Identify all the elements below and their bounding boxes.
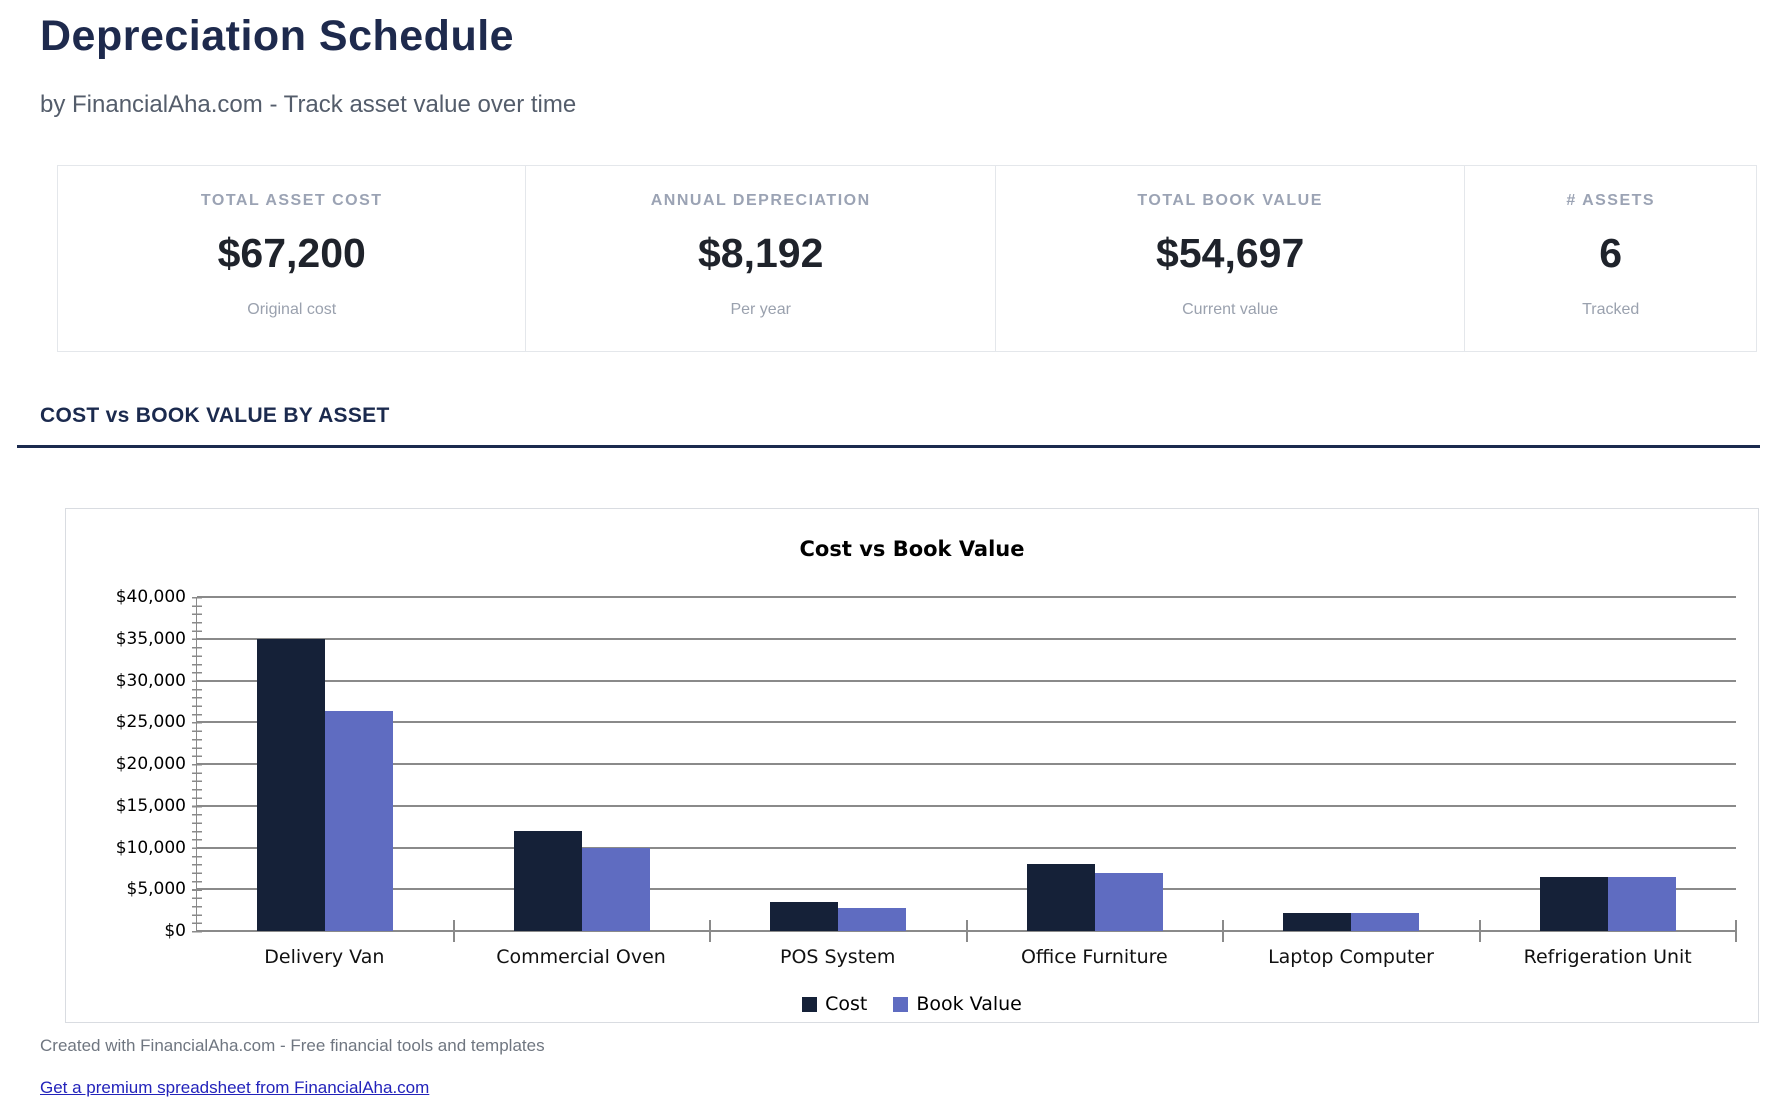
y-axis-tick-label: $20,000 <box>115 754 186 774</box>
bar-book-value <box>581 848 650 931</box>
stat-cards-row: TOTAL ASSET COST $67,200 Original cost A… <box>57 165 1757 352</box>
stat-value: 6 <box>1599 230 1623 276</box>
premium-spreadsheet-link[interactable]: Get a premium spreadsheet from Financial… <box>40 1078 430 1097</box>
page-title: Depreciation Schedule <box>40 12 515 60</box>
chart-plot-area <box>192 596 1737 942</box>
stat-value: $8,192 <box>697 230 824 276</box>
page-header: Depreciation Schedule by FinancialAha.co… <box>0 0 1777 119</box>
y-axis-tick-label: $30,000 <box>115 670 186 691</box>
y-axis-minor-ticks <box>192 597 202 933</box>
bar-cost <box>1283 912 1352 931</box>
bar-group <box>967 597 1224 942</box>
legend-item-book-value: Book Value <box>893 993 1022 1015</box>
gridline <box>197 763 1736 765</box>
bar-cost <box>770 901 839 931</box>
stat-label: ANNUAL DEPRECIATION <box>650 192 871 209</box>
gridline <box>197 637 1736 640</box>
x-axis-category-label: Commercial Oven <box>496 946 666 968</box>
x-axis-tick <box>1478 920 1481 942</box>
bar-group <box>710 597 968 942</box>
bar-book-value <box>1094 872 1163 931</box>
y-axis-tick-label: $15,000 <box>115 795 186 816</box>
stat-sublabel: Original cost <box>247 301 337 318</box>
bar-group <box>197 597 455 942</box>
section-divider <box>17 445 1760 448</box>
y-axis-tick-label: $40,000 <box>115 587 186 607</box>
stat-label: # ASSETS <box>1566 192 1656 209</box>
chart-legend: Cost Book Value <box>66 993 1758 1015</box>
x-axis-category-label: POS System <box>779 946 896 968</box>
stat-value: $54,697 <box>1156 230 1305 276</box>
stat-label: TOTAL BOOK VALUE <box>1137 192 1323 209</box>
y-axis-tick-label: $5,000 <box>126 879 186 900</box>
x-axis-category-label: Office Furniture <box>1020 946 1168 968</box>
bar-groups <box>197 597 1737 942</box>
legend-label: Cost <box>825 993 868 1015</box>
chart-x-axis-labels: Delivery Van Commercial Oven POS System Off… <box>196 946 1736 968</box>
footer-credit-text: Created with FinancialAha.com - Free fin… <box>40 1036 545 1055</box>
x-axis-category-label: Refrigeration Unit <box>1523 946 1692 968</box>
page-footer: Created with FinancialAha.com - Free fin… <box>40 1036 545 1098</box>
x-axis-category-label: Laptop Computer <box>1268 946 1434 968</box>
chart-y-axis-labels: $40,000 $35,000 $30,000 $25,000 $20,000 $15,0… <box>66 587 186 941</box>
stat-sublabel: Per year <box>730 301 791 318</box>
gridline <box>197 804 1736 807</box>
x-axis-tick <box>1222 920 1224 942</box>
gridline <box>197 888 1736 891</box>
section-title: COST vs BOOK VALUE BY ASSET <box>40 404 390 427</box>
stat-sublabel: Current value <box>1182 301 1279 318</box>
x-axis-tick <box>709 920 711 942</box>
chart-title: Cost vs Book Value <box>799 537 1025 561</box>
x-axis-tick <box>965 920 968 942</box>
bar-group <box>1223 597 1481 942</box>
gridline <box>197 679 1736 682</box>
legend-label: Book Value <box>916 993 1022 1015</box>
chart-section-header: COST vs BOOK VALUE BY ASSET <box>0 404 1777 448</box>
legend-swatch-icon <box>893 996 909 1012</box>
stat-value: $67,200 <box>217 230 366 276</box>
bar-cost <box>1026 864 1095 931</box>
bar-cost <box>513 830 582 931</box>
legend-swatch-icon <box>802 996 818 1012</box>
y-axis-tick-label: $0 <box>164 921 186 941</box>
x-axis-category-label: Delivery Van <box>264 946 385 968</box>
gridline <box>197 846 1736 849</box>
bar-group <box>1480 597 1737 942</box>
cost-vs-book-value-chart: Cost vs Book Value $40,000 $35,000 $30,000… <box>65 508 1759 1023</box>
legend-item-cost: Cost <box>802 993 867 1015</box>
gridline <box>197 721 1736 724</box>
stat-card-asset-count: # ASSETS 6 Tracked <box>1464 165 1757 352</box>
x-axis-tick <box>452 920 455 942</box>
y-axis-tick-label: $25,000 <box>115 712 186 733</box>
y-axis-tick-label: $10,000 <box>115 837 186 858</box>
stat-card-annual-depreciation: ANNUAL DEPRECIATION $8,192 Per year <box>525 165 996 352</box>
bar-book-value <box>325 711 394 931</box>
bar-cost <box>257 638 326 931</box>
bar-book-value <box>1351 912 1420 931</box>
stat-card-total-asset-cost: TOTAL ASSET COST $67,200 Original cost <box>57 165 527 352</box>
x-axis-tick <box>1735 920 1737 942</box>
bar-group <box>454 597 711 942</box>
bar-cost <box>1539 876 1608 931</box>
page-subtitle: by FinancialAha.com - Track asset value … <box>40 91 577 118</box>
stat-label: TOTAL ASSET COST <box>200 192 383 209</box>
stat-sublabel: Tracked <box>1582 301 1640 318</box>
stat-card-total-book-value: TOTAL BOOK VALUE $54,697 Current value <box>994 165 1466 352</box>
gridline <box>197 596 1736 598</box>
bar-book-value <box>838 907 907 931</box>
bar-book-value <box>1607 876 1676 931</box>
y-axis-tick-label: $35,000 <box>115 628 186 649</box>
